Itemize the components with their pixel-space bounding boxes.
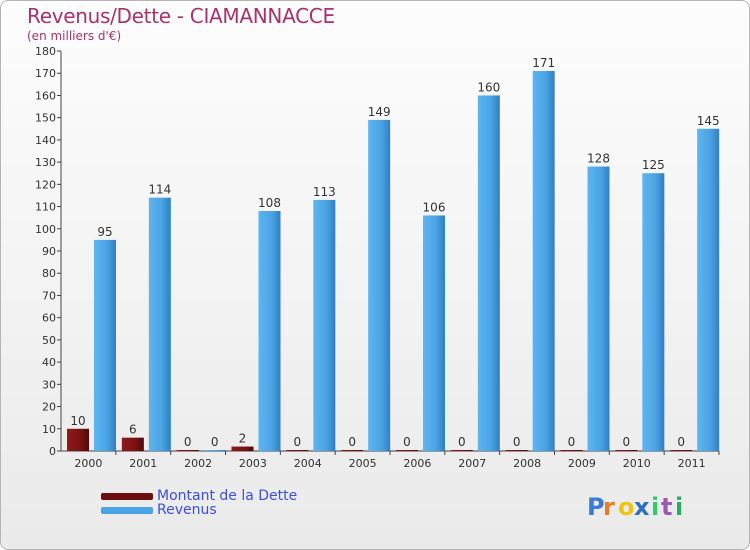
x-tick-label: 2001 xyxy=(129,457,157,470)
data-label-revenus-2000: 95 xyxy=(97,225,112,239)
y-tick-label: 90 xyxy=(42,245,56,258)
bar-debt-2002 xyxy=(176,450,199,451)
x-tick-label: 2005 xyxy=(349,457,377,470)
data-label-debt-2003: 2 xyxy=(239,432,247,446)
logo-letter: i xyxy=(675,493,683,521)
x-tick-label: 2009 xyxy=(568,457,596,470)
data-label-debt-2000: 10 xyxy=(70,414,85,428)
data-label-revenus-2005: 149 xyxy=(368,105,391,119)
data-label-debt-2006: 0 xyxy=(403,435,411,449)
logo-letter: r xyxy=(603,493,615,521)
bar-revenus-2007 xyxy=(477,95,500,451)
bar-revenus-2008 xyxy=(532,71,555,451)
y-tick-label: 160 xyxy=(35,89,56,102)
logo-letter: t xyxy=(661,493,672,521)
y-tick-label: 100 xyxy=(35,223,56,236)
bar-revenus-2005 xyxy=(368,119,391,451)
y-tick-label: 80 xyxy=(42,267,56,280)
data-label-revenus-2008: 171 xyxy=(532,56,555,70)
y-tick-label: 20 xyxy=(42,401,56,414)
bar-revenus-2001 xyxy=(148,197,171,451)
bar-revenus-2002 xyxy=(203,450,226,451)
bar-debt-2010 xyxy=(615,450,638,451)
bar-debt-2003 xyxy=(231,446,254,451)
data-label-revenus-2003: 108 xyxy=(258,196,281,210)
chart-title: Revenus/Dette - CIAMANNACCE xyxy=(27,4,335,28)
bar-revenus-2009 xyxy=(587,166,610,452)
bar-debt-2007 xyxy=(450,450,473,451)
logo-letter: P xyxy=(587,493,605,521)
y-tick-label: 110 xyxy=(35,201,56,214)
data-label-debt-2002: 0 xyxy=(184,435,192,449)
data-label-debt-2008: 0 xyxy=(513,435,521,449)
legend-swatch-debt xyxy=(101,492,153,500)
legend-item-revenus: Revenus xyxy=(101,503,217,517)
bar-revenus-2010 xyxy=(642,173,665,451)
x-tick-label: 2007 xyxy=(458,457,486,470)
y-tick-label: 140 xyxy=(35,134,56,147)
x-tick-label: 2000 xyxy=(74,457,102,470)
bar-debt-2004 xyxy=(286,450,309,451)
data-label-debt-2010: 0 xyxy=(623,435,631,449)
data-label-revenus-2001: 114 xyxy=(148,183,171,197)
y-tick-label: 30 xyxy=(42,378,56,391)
x-tick-label: 2011 xyxy=(678,457,706,470)
y-tick-label: 0 xyxy=(49,445,56,458)
bar-revenus-2006 xyxy=(423,215,445,451)
bar-revenus-2011 xyxy=(697,128,720,451)
y-tick-label: 170 xyxy=(35,67,56,80)
logo-letter: x xyxy=(634,493,650,521)
bar-revenus-2003 xyxy=(258,211,281,451)
data-label-revenus-2010: 125 xyxy=(642,158,665,172)
bar-revenus-2000 xyxy=(94,239,116,451)
x-tick-label: 2003 xyxy=(239,457,267,470)
data-label-revenus-2006: 106 xyxy=(423,200,446,214)
y-tick-label: 60 xyxy=(42,312,56,325)
data-label-debt-2009: 0 xyxy=(568,435,576,449)
data-label-debt-2011: 0 xyxy=(677,435,685,449)
data-label-revenus-2009: 128 xyxy=(587,152,610,166)
bar-debt-2001 xyxy=(121,437,144,451)
data-label-revenus-2004: 113 xyxy=(313,185,336,199)
data-label-revenus-2007: 160 xyxy=(477,80,500,94)
data-label-revenus-2011: 145 xyxy=(697,114,720,128)
logo-letter: i xyxy=(651,493,659,521)
legend-label-debt: Montant de la Dette xyxy=(157,488,298,504)
logo-letter: o xyxy=(618,493,635,521)
data-label-revenus-2002: 0 xyxy=(211,435,219,449)
bar-debt-2008 xyxy=(505,450,528,451)
data-label-debt-2001: 6 xyxy=(129,423,137,437)
y-tick-label: 150 xyxy=(35,112,56,125)
legend-item-debt: Montant de la Dette xyxy=(101,489,297,503)
y-tick-label: 10 xyxy=(42,423,56,436)
y-tick-label: 120 xyxy=(35,178,56,191)
y-tick-label: 70 xyxy=(42,289,56,302)
bar-debt-2005 xyxy=(341,450,364,451)
data-label-debt-2005: 0 xyxy=(348,435,356,449)
x-tick-label: 2008 xyxy=(513,457,541,470)
x-tick-label: 2002 xyxy=(184,457,212,470)
bar-debt-2009 xyxy=(560,450,583,451)
y-tick-label: 40 xyxy=(42,356,56,369)
bar-debt-2006 xyxy=(396,450,418,451)
legend-label-revenus: Revenus xyxy=(157,502,217,518)
data-label-debt-2004: 0 xyxy=(294,435,302,449)
data-label-debt-2007: 0 xyxy=(458,435,466,449)
y-tick-label: 180 xyxy=(35,45,56,58)
y-tick-label: 130 xyxy=(35,156,56,169)
chart-unit: (en milliers d'€) xyxy=(27,29,122,43)
y-tick-label: 50 xyxy=(42,334,56,347)
x-tick-label: 2006 xyxy=(403,457,431,470)
bar-debt-2000 xyxy=(67,428,89,451)
x-tick-label: 2010 xyxy=(623,457,651,470)
bar-revenus-2004 xyxy=(313,199,336,451)
bar-debt-2011 xyxy=(670,450,693,451)
legend-swatch-revenus xyxy=(101,506,153,514)
x-tick-label: 2004 xyxy=(294,457,322,470)
